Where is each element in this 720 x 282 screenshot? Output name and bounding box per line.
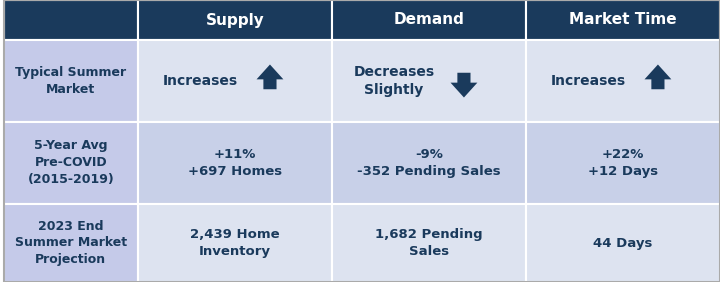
Polygon shape — [451, 73, 477, 98]
Polygon shape — [256, 65, 284, 89]
Text: 1,682 Pending
Sales: 1,682 Pending Sales — [375, 228, 483, 258]
Text: Increases: Increases — [551, 74, 626, 88]
Text: 2,439 Home
Inventory: 2,439 Home Inventory — [190, 228, 280, 258]
FancyBboxPatch shape — [332, 40, 526, 122]
Polygon shape — [644, 65, 671, 89]
Text: Market Time: Market Time — [570, 12, 677, 28]
FancyBboxPatch shape — [526, 122, 720, 204]
FancyBboxPatch shape — [4, 204, 138, 282]
Text: Increases: Increases — [163, 74, 238, 88]
FancyBboxPatch shape — [526, 40, 720, 122]
Text: 5-Year Avg
Pre-COVID
(2015-2019): 5-Year Avg Pre-COVID (2015-2019) — [27, 140, 114, 186]
Text: Demand: Demand — [394, 12, 464, 28]
FancyBboxPatch shape — [526, 0, 720, 40]
Text: -9%
-352 Pending Sales: -9% -352 Pending Sales — [357, 148, 501, 178]
FancyBboxPatch shape — [138, 40, 332, 122]
Text: Typical Summer
Market: Typical Summer Market — [15, 66, 127, 96]
Text: +11%
+697 Homes: +11% +697 Homes — [188, 148, 282, 178]
FancyBboxPatch shape — [138, 122, 332, 204]
FancyBboxPatch shape — [332, 122, 526, 204]
FancyBboxPatch shape — [4, 40, 138, 122]
FancyBboxPatch shape — [138, 0, 332, 40]
FancyBboxPatch shape — [332, 0, 526, 40]
Text: +22%
+12 Days: +22% +12 Days — [588, 148, 658, 178]
Text: 44 Days: 44 Days — [593, 237, 653, 250]
FancyBboxPatch shape — [4, 122, 138, 204]
Text: Decreases
Slightly: Decreases Slightly — [354, 65, 435, 97]
FancyBboxPatch shape — [526, 204, 720, 282]
Text: 2023 End
Summer Market
Projection: 2023 End Summer Market Projection — [15, 219, 127, 266]
FancyBboxPatch shape — [138, 204, 332, 282]
FancyBboxPatch shape — [4, 0, 138, 40]
FancyBboxPatch shape — [332, 204, 526, 282]
Text: Supply: Supply — [206, 12, 264, 28]
